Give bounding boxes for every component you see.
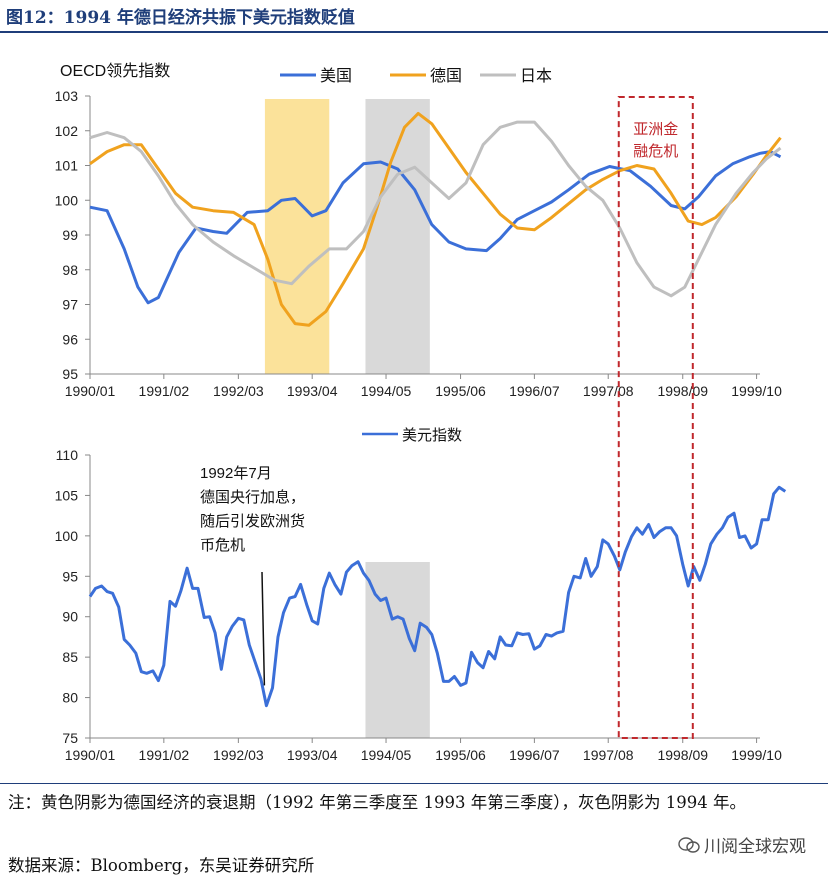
asian-crisis-label: 融危机 xyxy=(633,143,678,160)
top-y-tick-label: 96 xyxy=(62,331,78,347)
top-legend-label-de: 德国 xyxy=(430,67,462,85)
top-x-tick-label: 1994/05 xyxy=(361,383,412,399)
top-x-tick-label: 1993/04 xyxy=(287,383,338,399)
bottom-y-tick-label: 105 xyxy=(55,487,79,503)
top-x-tick-label: 1997/08 xyxy=(583,383,634,399)
bottom-y-tick-label: 75 xyxy=(62,730,78,746)
bottom-x-tick-label: 1990/01 xyxy=(65,747,116,763)
bottom-y-tick-label: 110 xyxy=(56,447,79,463)
top-x-tick-label: 1991/02 xyxy=(139,383,190,399)
bottom-y-tick-label: 90 xyxy=(62,609,78,625)
bottom-annotation-line: 随后引发欧洲货 xyxy=(200,513,305,530)
top-y-tick-label: 100 xyxy=(55,192,79,208)
bottom-annotation-line: 1992年7月 xyxy=(200,465,272,482)
top-x-tick-label: 1999/10 xyxy=(731,383,782,399)
asian-crisis-label: 亚洲金 xyxy=(633,121,678,138)
bottom-annotation-arrow xyxy=(261,571,266,686)
top-x-tick-label: 1998/09 xyxy=(657,383,708,399)
top-y-tick-label: 103 xyxy=(55,88,79,104)
top-x-tick-label: 1990/01 xyxy=(65,383,116,399)
figure-title: 图12：1994 年德日经济共振下美元指数贬值 xyxy=(6,8,355,28)
wechat-icon xyxy=(678,836,700,853)
watermark-text: 川阅全球宏观 xyxy=(704,837,806,857)
bottom-x-tick-label: 1995/06 xyxy=(435,747,486,763)
bottom-x-tick-label: 1991/02 xyxy=(139,747,190,763)
bottom-y-tick-label: 80 xyxy=(62,690,78,706)
top-series-jp xyxy=(89,120,782,298)
bottom-annotation-line: 币危机 xyxy=(200,537,245,554)
top-y-tick-label: 98 xyxy=(62,262,78,278)
top-legend-label-jp: 日本 xyxy=(520,67,552,85)
title-rule xyxy=(0,31,828,33)
top-y-title: OECD领先指数 xyxy=(60,62,170,80)
asian-crisis-box xyxy=(617,96,694,739)
bottom-x-tick-label: 1997/08 xyxy=(583,747,634,763)
top-y-tick-label: 101 xyxy=(55,158,79,174)
gray-shade-bottom xyxy=(365,562,430,738)
bottom-x-tick-label: 1993/04 xyxy=(287,747,338,763)
figure-note: 注：黄色阴影为德国经济的衰退期（1992 年第三季度至 1993 年第三季度），… xyxy=(8,793,746,812)
top-x-tick-label: 1992/03 xyxy=(213,383,264,399)
bottom-x-tick-label: 1994/05 xyxy=(361,747,412,763)
chart-area: 95 96 97 98 99 100 101 102 103 1990/01 1991/02 1992… xyxy=(55,62,787,763)
bottom-y-tick-label: 95 xyxy=(62,568,78,584)
bottom-x-tick-label: 1996/07 xyxy=(509,747,560,763)
bottom-annotation-line: 德国央行加息， xyxy=(200,488,305,506)
top-y-tick-label: 95 xyxy=(62,366,78,382)
bottom-x-tick-label: 1992/03 xyxy=(213,747,264,763)
bottom-y-tick-label: 85 xyxy=(62,649,78,665)
bottom-y-tick-label: 100 xyxy=(55,528,79,544)
top-series-de xyxy=(89,111,782,327)
top-legend-label-us: 美国 xyxy=(320,67,352,85)
top-x-tick-label: 1996/07 xyxy=(509,383,560,399)
bottom-x-tick-label: 1999/10 xyxy=(731,747,782,763)
top-x-tick-label: 1995/06 xyxy=(435,383,486,399)
yellow-shade-top xyxy=(264,99,330,374)
bottom-series-dxy xyxy=(88,485,787,708)
bottom-x-tick-label: 1998/09 xyxy=(657,747,708,763)
gray-shade-top xyxy=(365,99,430,374)
top-y-tick-label: 102 xyxy=(55,123,79,139)
figure-source: 数据来源：Bloomberg，东吴证券研究所 xyxy=(8,856,315,875)
bottom-legend-label: 美元指数 xyxy=(402,427,462,444)
top-y-tick-label: 97 xyxy=(62,297,78,313)
note-rule xyxy=(0,783,828,784)
top-y-tick-label: 99 xyxy=(62,227,78,243)
watermark: 川阅全球宏观 xyxy=(678,832,806,857)
